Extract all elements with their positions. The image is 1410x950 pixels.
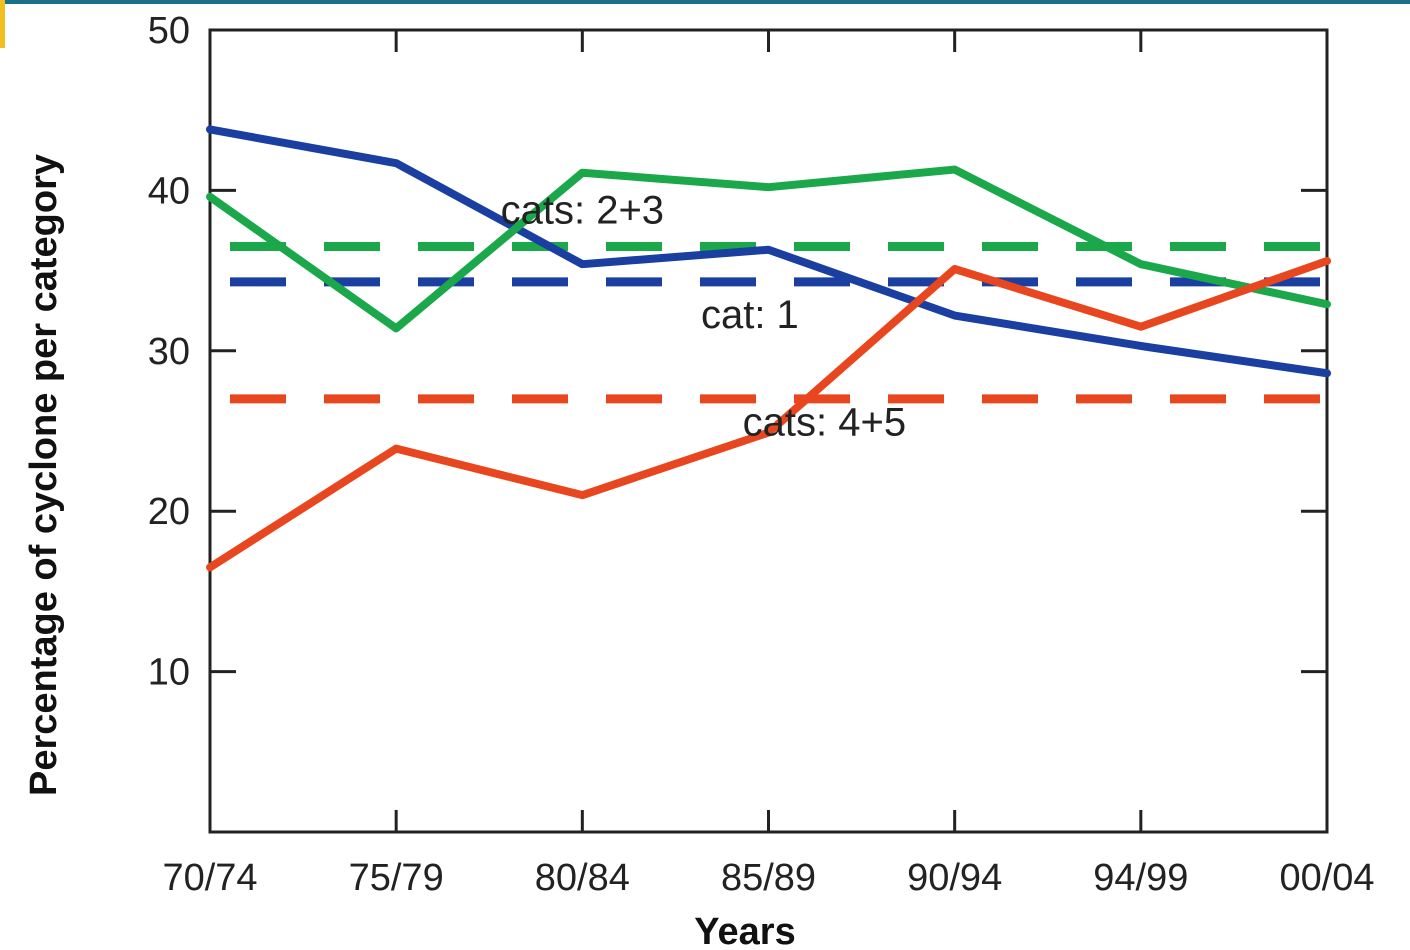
series-annotation: cats: 4+5 [743,400,906,444]
x-axis-title: Years [694,911,795,950]
y-tick-label: 20 [148,491,190,533]
left-accent-strip [0,0,5,48]
y-tick-label: 30 [148,331,190,373]
series-line [206,165,1331,333]
x-tick-label: 94/99 [1093,857,1188,899]
x-tick-label: 70/74 [162,857,257,899]
y-tick-label: 40 [148,170,190,212]
x-tick-label: 75/79 [349,857,444,899]
series-lines [206,125,1331,572]
x-tick-label: 80/84 [535,857,630,899]
series-annotations: cats: 2+3 cat: 1 cats: 4+5 [501,189,906,445]
x-tick-label: 90/94 [907,857,1002,899]
series-annotation: cats: 2+3 [501,189,664,233]
x-tick-label: 00/04 [1279,857,1374,899]
series-line [206,256,1331,572]
series-line [206,125,1331,378]
y-tick-label: 50 [148,10,190,52]
y-axis-title: Percentage of cyclone per category [23,154,65,796]
chart-axes: 10 20 30 40 50 70/74 75/79 80/84 85/89 90/94 94/99… [148,10,1375,899]
top-banner-strip [0,0,1410,4]
x-tick-label: 85/89 [721,857,816,899]
series-annotation: cat: 1 [701,293,799,337]
y-tick-label: 10 [148,652,190,694]
